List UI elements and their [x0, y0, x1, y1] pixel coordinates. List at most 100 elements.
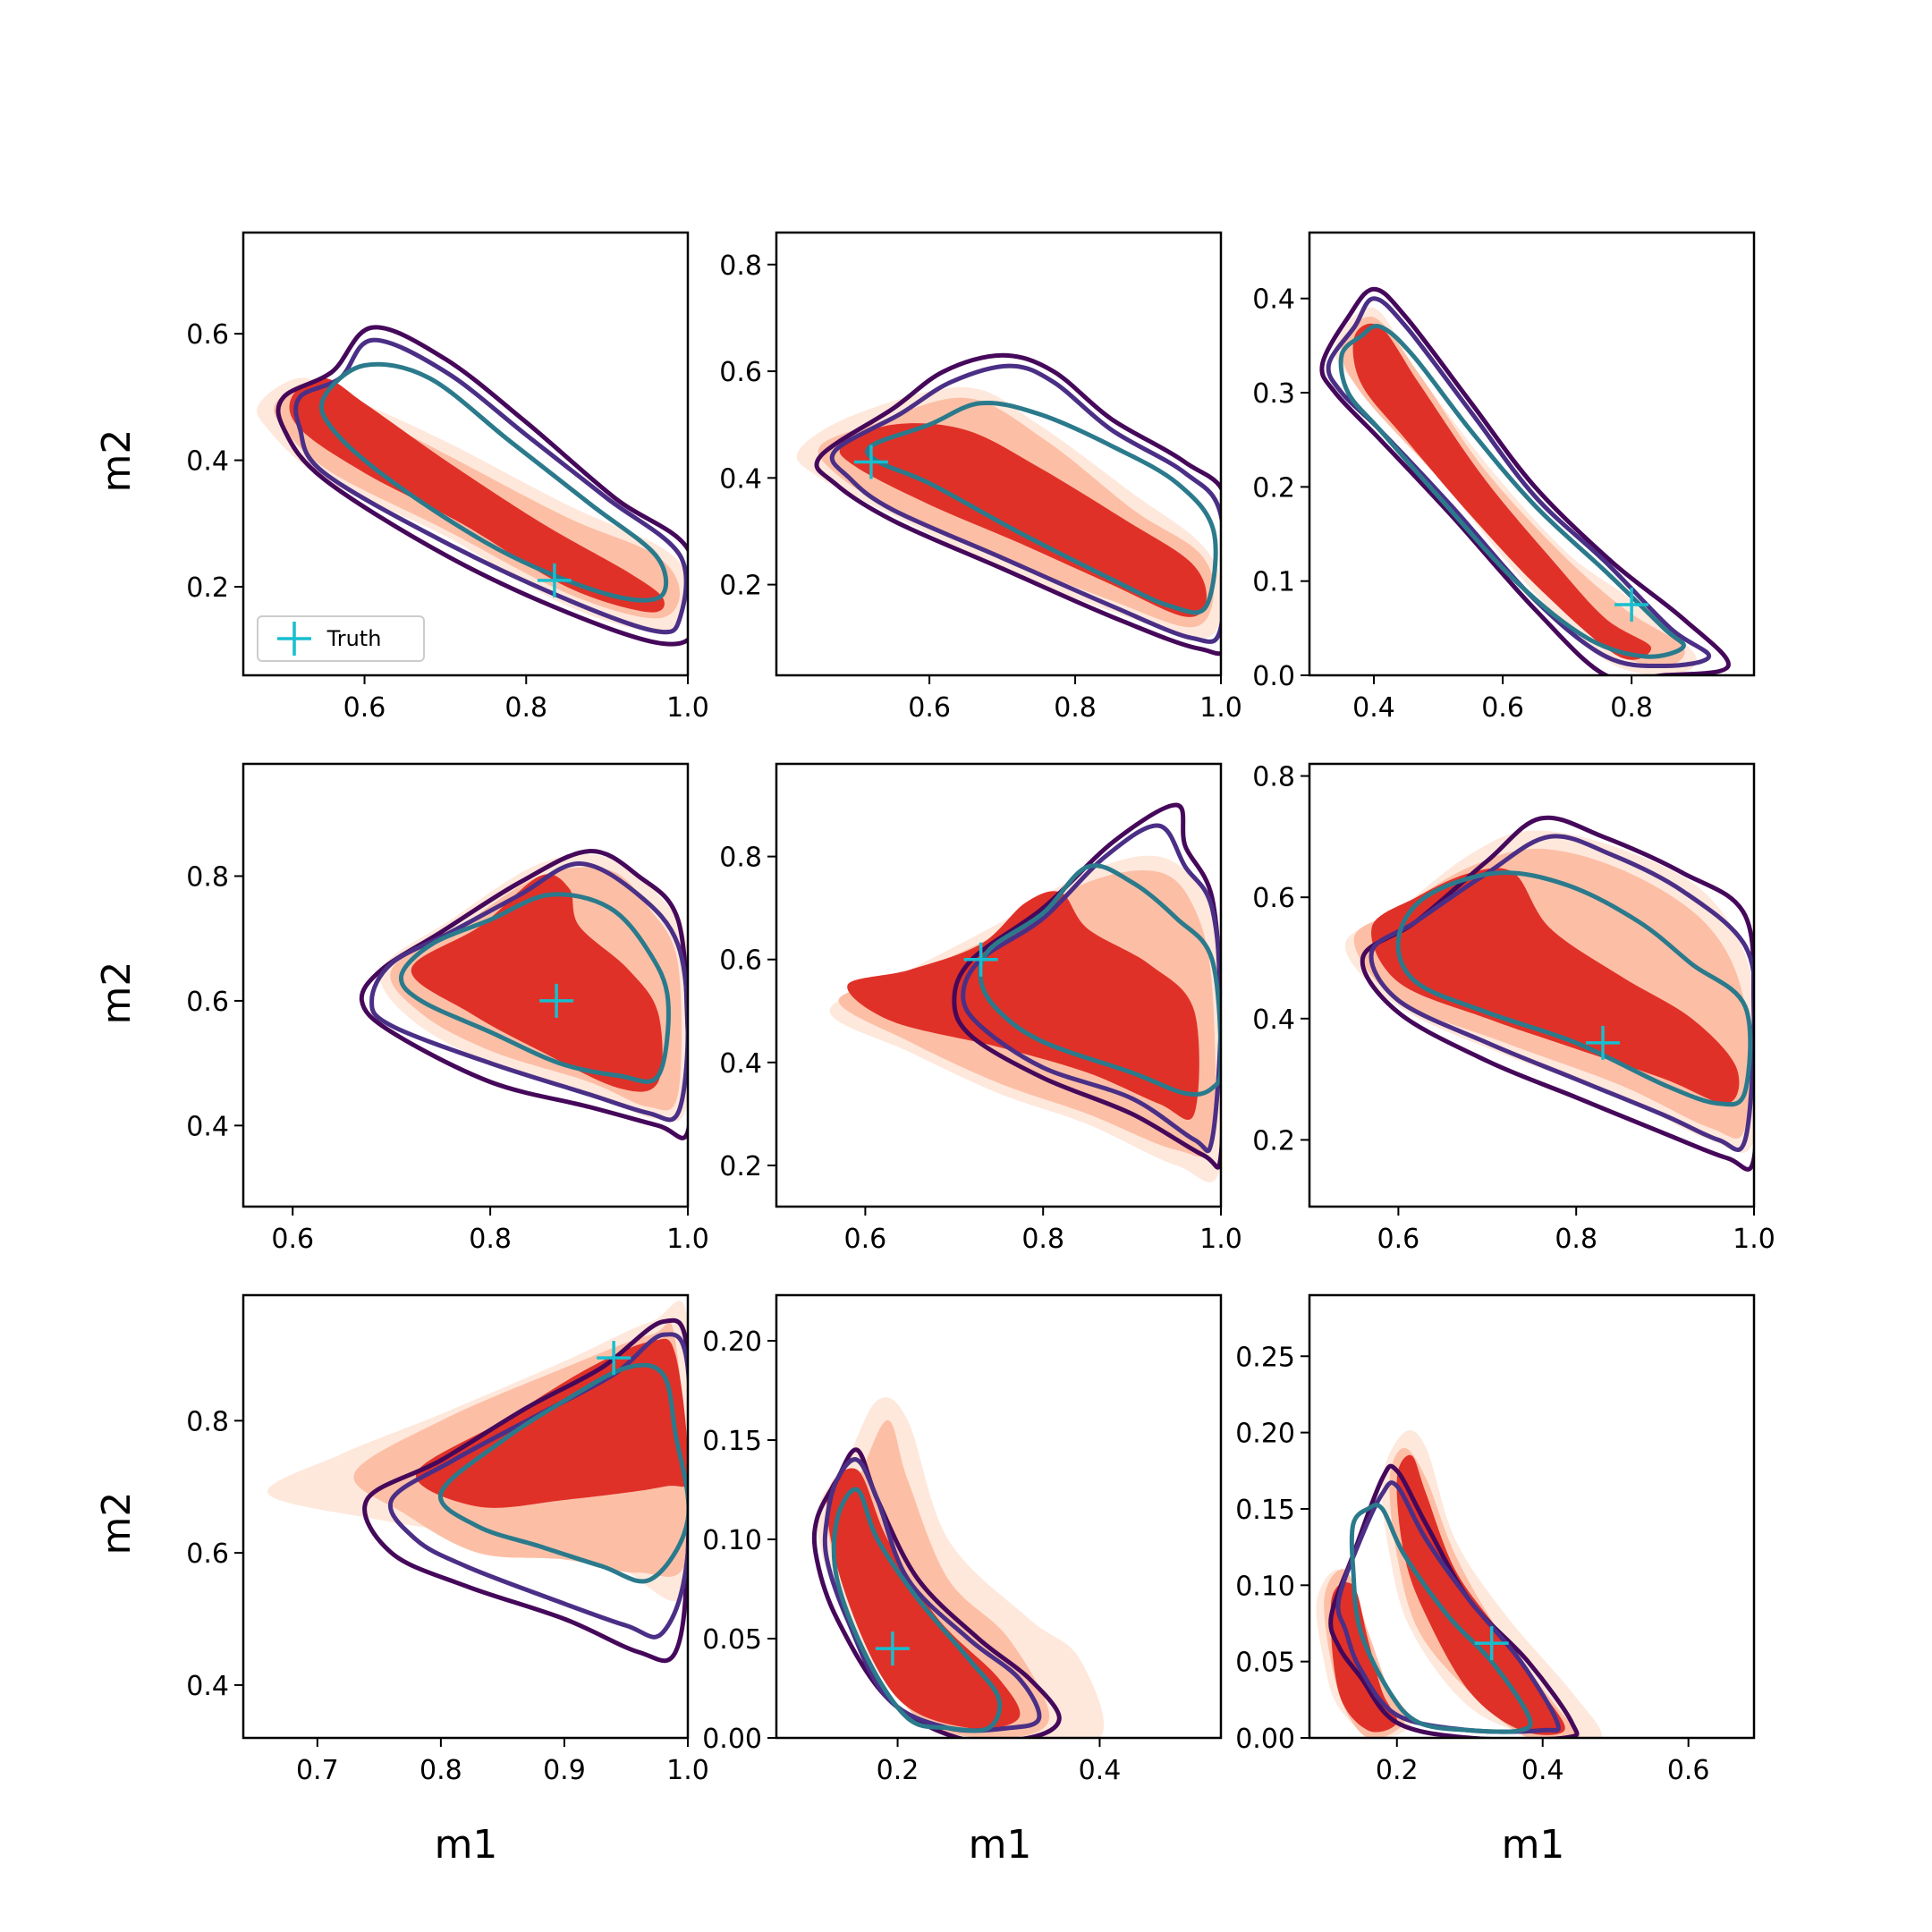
panel-row1-col2-ytick-label-0.6: 0.6 — [719, 357, 762, 388]
panel-row2-col1-fill-dark-2 — [411, 874, 663, 1092]
panel-row3-col3-fill-mid-3 — [1389, 1447, 1580, 1738]
panel-row3-col3-xtick-label-0.2: 0.2 — [1376, 1755, 1419, 1786]
panel-row3-col3-xtick-label-0.6: 0.6 — [1667, 1755, 1710, 1786]
panel-row1-col1-xtick-label-0.8: 0.8 — [504, 692, 547, 724]
panel-row2-col1-ytick-label-0.8: 0.8 — [186, 861, 229, 893]
panel-row2-col3-ytick-label-0.6: 0.6 — [1252, 883, 1295, 914]
panel-row1-col1-ytick-label-0.6: 0.6 — [186, 319, 229, 351]
panel-row2-col3: 0.6 0.8 1.0 0.2 0.4 0.6 0.8 — [1252, 762, 1775, 1255]
panel-row3-col3-frame — [1308, 1293, 1756, 1740]
panel-row1-col2-ytick-label-0.4: 0.4 — [719, 463, 762, 495]
panel-row3-col3-ytick-label-0.20: 0.20 — [1235, 1419, 1295, 1450]
panel-row2-col2-frame — [775, 762, 1223, 1208]
panel-row2-col1-xtick-label-0.8: 0.8 — [469, 1224, 512, 1255]
panel-row3-col2-ytick-label-0.20: 0.20 — [702, 1326, 762, 1358]
panel-row1-col1-fill-dark-2 — [289, 377, 665, 613]
panel-row3-col1-xtick-label-0.8: 0.8 — [419, 1755, 462, 1786]
panel-row2-col3-ytick-label-0.8: 0.8 — [1252, 762, 1295, 793]
panel-row1-col3-contour-inner — [1338, 324, 1686, 659]
panel-row3-col2-xtick-label-0.2: 0.2 — [877, 1755, 919, 1786]
panel-row3-col1-frame — [242, 1293, 690, 1740]
panel-row1-col1-legend-box — [257, 615, 425, 662]
panel-row1-col1-ytick-label-0.4: 0.4 — [186, 446, 229, 478]
panel-row2-col2-xtick-label-0.8: 0.8 — [1021, 1224, 1064, 1255]
panel-row1-col1-xtick-label-1.0: 1.0 — [666, 692, 709, 724]
panel-row3-col1: 0.7 0.8 0.9 1.0 0.4 0.6 0.8 — [186, 1293, 709, 1786]
panel-row3-col3-xtick-label-0.4: 0.4 — [1521, 1755, 1564, 1786]
panel-row2-col3-frame — [1308, 762, 1756, 1208]
panel-row1-col3-truth-marker — [1614, 588, 1649, 623]
panel-row1-col2-contour-mid — [829, 363, 1221, 644]
panel-row1-col1-contour-outer — [275, 325, 688, 647]
panel-row2-col1-ytick-label-0.4: 0.4 — [186, 1111, 229, 1142]
panel-row1-col2-fill-dark-2 — [839, 423, 1208, 617]
panel-row1-col3-xtick-label-0.6: 0.6 — [1481, 692, 1524, 724]
panel-row1-col2-contour-inner — [864, 400, 1218, 615]
panel-row2-col3-fill-dark-2 — [1371, 868, 1740, 1104]
panel-row3-col2-frame — [775, 1293, 1223, 1740]
panel-row3-col3-fill-dark-4 — [1330, 1582, 1398, 1733]
panel-row1-col1-legend-marker — [277, 622, 311, 656]
panel-row2-col2-ytick-label-0.6: 0.6 — [719, 945, 762, 977]
panel-row3-col1-ytick-label-0.8: 0.8 — [186, 1406, 229, 1437]
panel-row3-col1-contour-inner — [438, 1362, 688, 1584]
panel-row3-col2-plot-area — [811, 1397, 1105, 1738]
panel-row1-col2-contour-outer — [814, 352, 1221, 657]
panel-row2-col1-contour-inner — [398, 892, 671, 1084]
panel-row1-col2-frame — [775, 231, 1223, 677]
panel-row1-col1-frame — [242, 231, 690, 677]
panel-row2-col3-xtick-label-0.6: 0.6 — [1377, 1224, 1420, 1255]
panel-row2-col2-xtick-label-1.0: 1.0 — [1199, 1224, 1242, 1255]
panel-row1-col1-ytick-label-0.2: 0.2 — [186, 572, 229, 604]
panel-row3-col1-ytick-label-0.6: 0.6 — [186, 1538, 229, 1570]
panel-row3-col1-fill-dark-2 — [416, 1338, 688, 1508]
panel-row2-col2-ytick-label-0.2: 0.2 — [719, 1151, 762, 1182]
panels-layer: 0.6 0.8 1.0 0.2 0.4 0.6 Truth 0.6 0.8 1.0 0.2 0.4 0.… — [186, 231, 1775, 1786]
panel-row1-col3-ytick-label-0.4: 0.4 — [1252, 284, 1295, 316]
panel-row3-col1-xtick-label-0.7: 0.7 — [296, 1755, 339, 1786]
panel-row1-col2-xtick-label-0.6: 0.6 — [908, 692, 951, 724]
panel-row2-col3-truth-marker — [1586, 1025, 1621, 1060]
panel-row1-col3: 0.4 0.6 0.8 0.0 0.1 0.2 0.3 0.4 — [1252, 231, 1756, 724]
panel-row1-col1-legend-label: Truth — [326, 626, 382, 651]
panel-row3-col2-ytick-label-0.15: 0.15 — [702, 1426, 762, 1457]
panel-row3-col3-contour-outer — [1328, 1463, 1580, 1738]
panel-row1-col3-fill-dark-2 — [1352, 323, 1652, 660]
panel-row1-col3-xtick-label-0.4: 0.4 — [1352, 692, 1395, 724]
panel-row2-col3-contour-inner — [1395, 870, 1753, 1107]
panel-row2-col2-ytick-label-0.4: 0.4 — [719, 1048, 762, 1080]
panel-row1-col3-ytick-label-0.3: 0.3 — [1252, 378, 1295, 410]
panel-row3-col1-xtick-label-1.0: 1.0 — [666, 1755, 709, 1786]
panel-row1-col2-truth-marker — [853, 445, 888, 479]
panel-row3-col2-contour-inner — [831, 1487, 1003, 1733]
panel-row3-col3-ytick-label-0.05: 0.05 — [1235, 1648, 1295, 1679]
panel-row3-col3-plot-area — [1316, 1430, 1602, 1738]
panel-row3-col3: 0.2 0.4 0.6 0.00 0.05 0.10 0.15 0.20 0.25 — [1235, 1293, 1756, 1786]
panel-row2-col2-truth-marker — [963, 942, 998, 977]
panel-row1-col3-ytick-label-0.0: 0.0 — [1252, 661, 1295, 692]
panel-row2-col2-fill-dark-2 — [847, 891, 1199, 1121]
panel-row1-col3-frame — [1308, 231, 1756, 677]
panel-row3-col2-ytick-label-0.05: 0.05 — [702, 1624, 762, 1656]
panel-row1-col3-xtick-label-0.8: 0.8 — [1610, 692, 1653, 724]
xlabel-col3: m1 — [1502, 1822, 1565, 1868]
xlabel-col1: m1 — [435, 1822, 498, 1868]
panel-row1-col3-ytick-label-0.2: 0.2 — [1252, 472, 1295, 504]
panel-row3-col2-contour-outer — [811, 1447, 1062, 1738]
panel-row2-col2-ytick-label-0.8: 0.8 — [719, 843, 762, 874]
panel-row1-col2-ytick-label-0.2: 0.2 — [719, 571, 762, 602]
panel-row3-col2: 0.2 0.4 0.00 0.05 0.10 0.15 0.20 — [702, 1293, 1223, 1786]
panel-row2-col1-truth-marker — [539, 983, 574, 1018]
ylabel-row3: m2 — [94, 1492, 140, 1555]
panel-row3-col3-ytick-label-0.00: 0.00 — [1235, 1724, 1295, 1755]
panel-row3-col2-xtick-label-0.4: 0.4 — [1079, 1755, 1122, 1786]
panel-row3-col2-truth-marker — [875, 1631, 910, 1666]
panel-row2-col2: 0.6 0.8 1.0 0.2 0.4 0.6 0.8 — [719, 762, 1242, 1255]
panel-row3-col3-ytick-label-0.15: 0.15 — [1235, 1495, 1295, 1526]
panel-row2-col2-contour-outer — [952, 802, 1221, 1170]
panel-row1-col1-truth-marker — [537, 563, 572, 597]
panel-row2-col1-frame — [242, 762, 690, 1208]
panel-row1-col1-xtick-label-0.6: 0.6 — [343, 692, 386, 724]
ylabel-row2: m2 — [94, 962, 140, 1025]
